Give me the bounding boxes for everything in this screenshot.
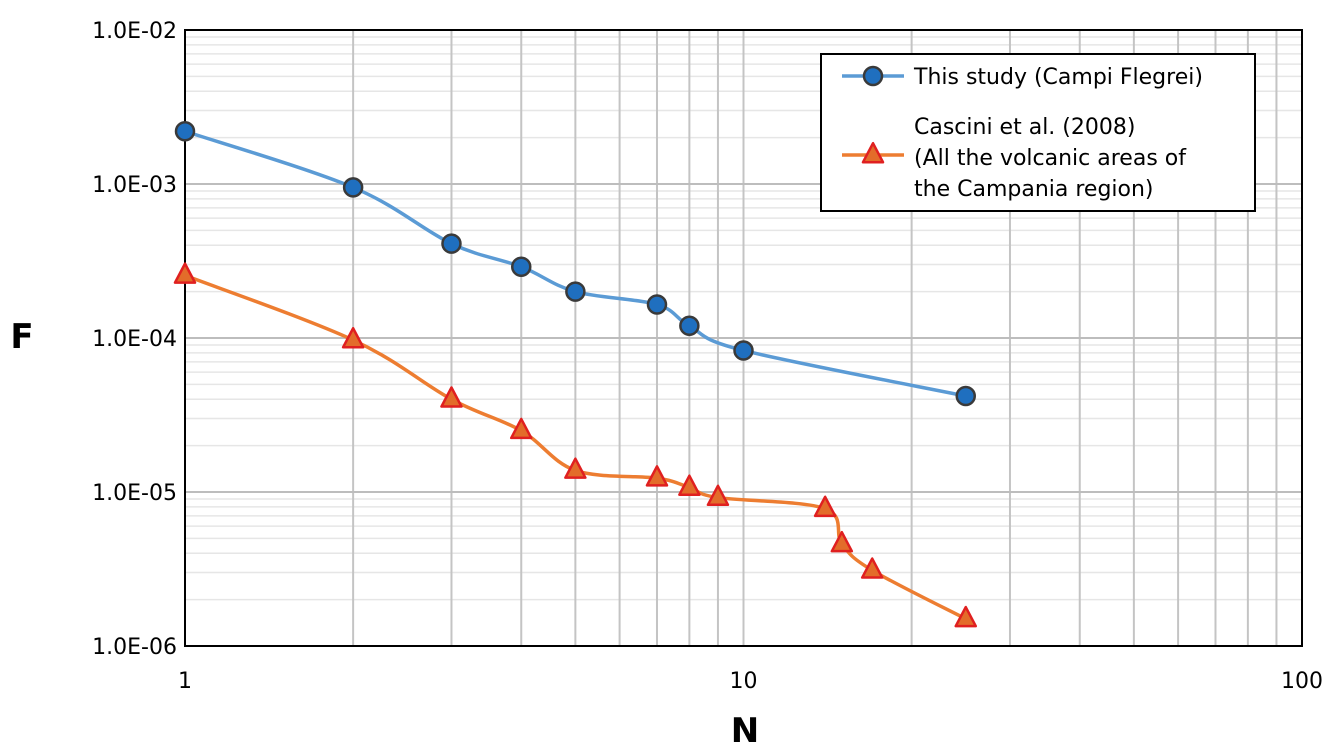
series-1	[173, 262, 977, 628]
legend-label-1-line: Cascini et al. (2008)	[914, 115, 1135, 140]
legend-label-1-line: the Campania region)	[914, 177, 1154, 202]
series-1-point	[440, 386, 463, 408]
y-tick-label: 1.0E-02	[92, 19, 177, 44]
y-axis-title: F	[10, 317, 33, 357]
series-layer	[173, 121, 977, 628]
series-0-point	[511, 256, 532, 278]
legend-label-1-line: (All the volcanic areas of	[914, 146, 1187, 171]
series-1-point	[173, 262, 197, 284]
series-0	[174, 121, 976, 407]
series-0-point	[565, 281, 586, 302]
series-1-point	[954, 605, 977, 628]
series-1-point	[860, 557, 884, 579]
x-tick-label: 100	[1281, 669, 1323, 694]
plot-frame	[184, 29, 1303, 647]
series-0-point	[646, 294, 668, 315]
series-0-point	[679, 315, 700, 337]
series-1-point	[510, 417, 533, 440]
x-tick-label: 10	[730, 669, 758, 694]
series-1-point	[861, 141, 885, 164]
series-1-point	[341, 327, 365, 349]
series-1-point	[813, 495, 837, 518]
series-1-point	[645, 465, 669, 487]
series-0-point	[733, 340, 754, 361]
series-1-point	[706, 484, 730, 507]
legend: This study (Campi Flegrei) Cascini et al.…	[820, 53, 1256, 212]
series-0-point	[441, 233, 462, 254]
series-0-point	[342, 177, 364, 198]
y-tick-label: 1.0E-04	[92, 327, 177, 352]
series-1-point	[830, 530, 854, 553]
x-axis-title: N	[731, 711, 759, 751]
y-tick-label: 1.0E-03	[92, 173, 177, 198]
series-0-point	[862, 65, 884, 87]
series-0-point	[174, 121, 196, 142]
series-1-point	[564, 457, 587, 479]
legend-label-0: This study (Campi Flegrei)	[913, 65, 1203, 90]
x-tick-label: 1	[178, 669, 192, 694]
y-tick-labels: 1.0E-02 1.0E-03 1.0E-04 1.0E-05 1.0E-06	[92, 19, 177, 660]
y-tick-label: 1.0E-05	[92, 481, 177, 506]
series-0-point	[955, 385, 976, 407]
legend-box	[820, 53, 1256, 212]
x-tick-labels: 1 10 100	[178, 669, 1323, 694]
y-tick-label: 1.0E-06	[92, 635, 177, 660]
series-1-point	[678, 474, 701, 496]
